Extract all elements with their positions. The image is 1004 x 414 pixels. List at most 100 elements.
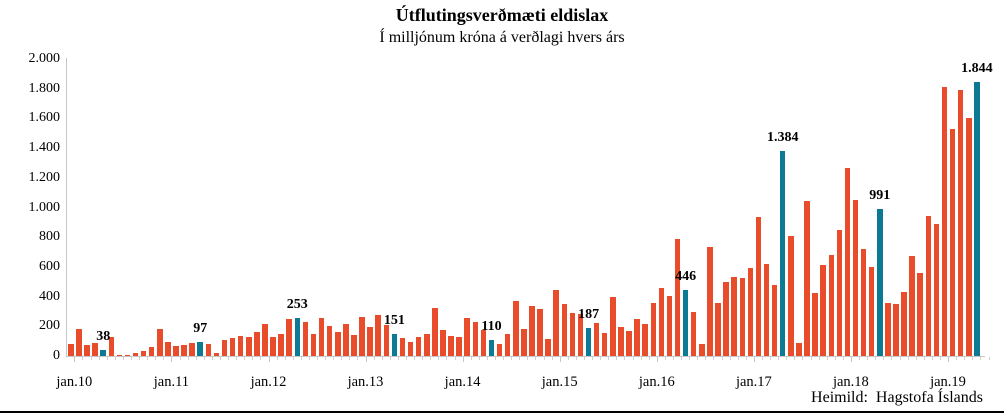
bar xyxy=(310,334,317,356)
axis-minor-tick xyxy=(648,357,650,360)
axis-minor-tick xyxy=(761,357,763,360)
value-label: 110 xyxy=(481,318,502,334)
axis-minor-tick xyxy=(818,357,820,360)
axis-minor-tick xyxy=(810,357,812,360)
axis-minor-tick xyxy=(664,357,666,360)
bar xyxy=(157,329,163,356)
bar xyxy=(165,341,171,356)
axis-minor-tick xyxy=(430,357,432,360)
bar xyxy=(747,268,754,356)
axis-major-tick xyxy=(171,357,173,362)
axis-minor-tick xyxy=(608,357,610,360)
axis-minor-tick xyxy=(584,357,585,360)
bar xyxy=(852,200,859,356)
axis-minor-tick xyxy=(406,357,407,360)
axis-minor-tick xyxy=(616,357,618,360)
axis-minor-tick xyxy=(956,357,958,360)
bar xyxy=(132,352,139,356)
axis-minor-tick xyxy=(737,357,739,360)
bar xyxy=(650,302,657,356)
axis-minor-tick xyxy=(899,357,901,360)
axis-major-tick xyxy=(365,357,367,362)
y-axis-label: 200 xyxy=(39,318,60,334)
bar xyxy=(326,325,333,356)
axis-minor-tick xyxy=(551,357,553,360)
axis-minor-tick xyxy=(381,357,383,360)
axis-minor-tick xyxy=(842,357,844,360)
axis-minor-tick xyxy=(786,357,788,360)
bar xyxy=(844,167,851,356)
y-axis-label: 1.800 xyxy=(28,80,61,96)
axis-minor-tick xyxy=(535,357,537,360)
axis-minor-tick xyxy=(130,357,132,360)
axis-minor-tick xyxy=(980,357,982,360)
axis-minor-tick xyxy=(511,357,513,360)
bar xyxy=(658,287,665,356)
axis-minor-tick xyxy=(470,357,472,360)
axis-minor-tick xyxy=(414,357,416,360)
bar xyxy=(634,319,640,356)
bar xyxy=(901,291,907,356)
bar xyxy=(521,329,527,356)
axis-minor-tick xyxy=(503,357,505,360)
axis-minor-tick xyxy=(592,357,594,360)
bar xyxy=(690,311,697,356)
highlighted-bar xyxy=(488,339,495,356)
axis-minor-tick xyxy=(915,357,917,360)
x-axis-label: jan.13 xyxy=(347,374,384,390)
axis-minor-tick xyxy=(122,357,124,360)
axis-minor-tick xyxy=(317,357,318,360)
highlighted-bar xyxy=(294,318,301,356)
value-label: 187 xyxy=(578,307,600,323)
axis-minor-tick xyxy=(826,357,828,360)
y-axis-label: 400 xyxy=(39,288,60,304)
highlighted-bar xyxy=(779,150,786,356)
axis-minor-tick xyxy=(139,357,140,360)
axis-minor-tick xyxy=(333,357,335,360)
axis-minor-tick xyxy=(211,357,213,360)
bar xyxy=(804,200,810,356)
axis-minor-tick xyxy=(778,357,780,360)
axis-minor-tick xyxy=(794,357,796,360)
bar xyxy=(715,303,721,356)
bar xyxy=(537,309,543,356)
bar xyxy=(763,264,770,356)
bar xyxy=(820,265,826,356)
x-axis-label: jan.18 xyxy=(832,374,869,390)
bar xyxy=(351,335,357,356)
axis-minor-tick xyxy=(834,357,836,360)
axis-major-tick xyxy=(74,357,76,362)
axis-major-tick xyxy=(656,357,658,362)
axis-minor-tick xyxy=(624,357,626,360)
bar xyxy=(860,249,867,356)
axis-minor-tick xyxy=(964,357,966,360)
axis-minor-tick xyxy=(179,357,181,360)
bar xyxy=(674,239,681,356)
x-axis-label: jan.10 xyxy=(56,374,93,390)
bar xyxy=(868,266,875,356)
y-axis-label: 1.400 xyxy=(28,140,61,156)
highlighted-bar xyxy=(682,289,689,356)
bar xyxy=(108,337,115,356)
bar xyxy=(92,342,98,356)
axis-minor-tick xyxy=(600,357,602,360)
value-label: 97 xyxy=(193,320,208,336)
value-label: 38 xyxy=(96,329,111,345)
axis-major-tick xyxy=(753,357,755,362)
axis-minor-tick xyxy=(163,357,165,360)
bar xyxy=(278,334,284,356)
axis-major-tick xyxy=(948,357,949,362)
axis-minor-tick xyxy=(883,357,885,360)
axis-minor-tick xyxy=(147,357,149,360)
bar xyxy=(173,345,179,356)
bar xyxy=(181,345,187,356)
bar xyxy=(577,314,584,356)
bar xyxy=(189,342,195,356)
bar xyxy=(84,345,90,356)
bar xyxy=(335,331,341,356)
y-axis-label: 2.000 xyxy=(28,51,61,66)
axis-minor-tick xyxy=(454,357,456,360)
highlighted-bar xyxy=(391,333,398,356)
bar xyxy=(472,321,479,356)
x-axis-line xyxy=(66,356,985,357)
